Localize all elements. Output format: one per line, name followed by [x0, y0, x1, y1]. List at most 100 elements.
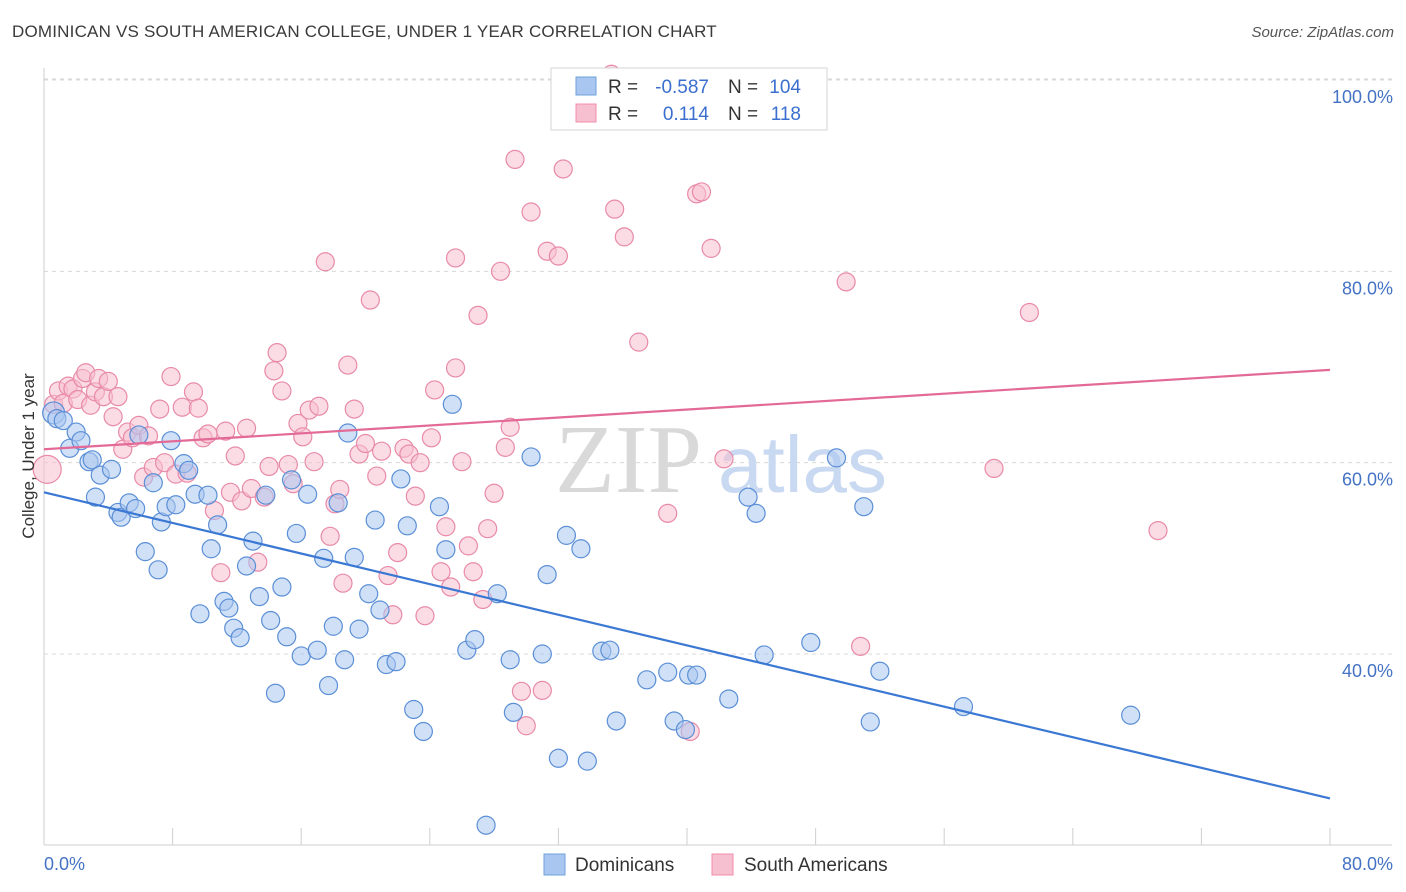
- south-americans-point: [500, 417, 520, 437]
- dominicans-point: [391, 469, 411, 489]
- dominicans-point: [801, 632, 821, 653]
- dominicans-point: [854, 497, 874, 517]
- south-americans-point: [1019, 302, 1039, 323]
- dominicans-trend-line: [43, 491, 1331, 800]
- dominicans-point: [166, 495, 186, 515]
- dominicans-point: [359, 584, 379, 604]
- south-americans-point: [532, 680, 552, 700]
- dominicans-point: [328, 493, 348, 513]
- dominicans-point: [476, 815, 496, 835]
- dominicans-point: [600, 640, 620, 660]
- south-americans-point: [355, 433, 376, 454]
- dominicans-point: [318, 675, 339, 696]
- dominicans-point: [179, 460, 199, 480]
- dominicans-point: [442, 394, 462, 414]
- dominicans-point: [286, 523, 306, 544]
- south-americans-point: [484, 483, 504, 503]
- south-americans-point: [478, 519, 498, 539]
- south-americans-point: [304, 452, 324, 472]
- dominicans-point: [413, 721, 433, 742]
- dominicans-point: [606, 711, 626, 731]
- legend-r-label: R =: [608, 77, 638, 98]
- south-americans-point: [714, 449, 734, 469]
- dominicans-point: [687, 665, 707, 685]
- y-tick-label: 60.0%: [1342, 470, 1393, 490]
- south-americans-point: [452, 452, 472, 472]
- south-americans-point: [183, 382, 204, 402]
- dominicans-point: [230, 628, 250, 648]
- dominicans-point: [746, 503, 766, 523]
- dominicans-point: [556, 525, 577, 545]
- south-americans-point: [211, 563, 231, 583]
- south-americans-point: [388, 542, 408, 563]
- dominicans-point: [85, 487, 106, 507]
- dominicans-point: [236, 556, 257, 576]
- south-americans-point: [333, 573, 353, 593]
- south-americans-point: [309, 396, 329, 416]
- south-americans-point: [264, 361, 284, 381]
- south-americans-point: [360, 290, 380, 310]
- dominicans-point: [335, 650, 355, 670]
- legend-n-value: 118: [771, 104, 801, 125]
- dominicans-point: [190, 604, 210, 624]
- south-americans-point: [505, 149, 525, 170]
- y-axis-title: College, Under 1 year: [19, 373, 38, 539]
- bottom-legend: Dominicans South Americans: [543, 853, 888, 876]
- dominicans-point: [870, 661, 890, 681]
- dominicans-point: [338, 423, 358, 443]
- legend-r-value: -0.587: [655, 77, 709, 98]
- legend: R = -0.587 N = 104 R = 0.114 N = 118: [550, 67, 828, 131]
- south-americans-point: [468, 305, 488, 325]
- x-tick-label: 80.0%: [1342, 854, 1393, 874]
- south-americans-point: [161, 366, 181, 387]
- dominicans-point: [548, 748, 569, 768]
- south-americans-point: [495, 437, 515, 457]
- south-americans-point: [103, 407, 123, 427]
- south-americans-point: [521, 202, 541, 222]
- dominicans-point: [537, 564, 557, 585]
- south-americans-point: [701, 238, 721, 258]
- south-americans-points: [32, 64, 1168, 742]
- south-americans-point: [1148, 520, 1168, 541]
- dominicans-point: [521, 447, 541, 467]
- south-americans-point: [272, 381, 292, 401]
- south-americans-point: [614, 227, 634, 247]
- trend-lines: [43, 368, 1331, 800]
- dominicans-point: [826, 448, 847, 468]
- south-americans-point: [851, 636, 871, 656]
- south-americans-point: [836, 272, 856, 292]
- dominicans-point: [129, 425, 149, 445]
- dominicans-point: [860, 712, 880, 732]
- dominicans-point: [148, 560, 168, 580]
- y-tick-label: 40.0%: [1342, 661, 1393, 681]
- dominicans-point: [658, 662, 678, 682]
- south-americans-point: [691, 182, 712, 202]
- south-americans-point: [463, 562, 483, 582]
- south-americans-point: [511, 681, 532, 701]
- legend-n-value: 104: [769, 77, 801, 98]
- south-americans-point: [315, 252, 335, 272]
- south-americans-point: [445, 358, 466, 378]
- dominicans-point: [577, 751, 597, 771]
- dominicans-point: [265, 683, 286, 703]
- south-americans-point: [236, 418, 257, 438]
- dominicans-point: [429, 497, 450, 517]
- dominicans-point: [272, 577, 292, 597]
- dominicans-point: [503, 702, 523, 722]
- y-tick-label: 80.0%: [1342, 278, 1393, 298]
- south-americans-point: [431, 562, 451, 582]
- south-americans-point: [658, 503, 678, 523]
- bottom-legend-swatch-south-americans: [711, 853, 734, 876]
- dominicans-point: [365, 510, 385, 530]
- dominicans-point: [323, 616, 343, 636]
- bottom-legend-swatch-dominicans: [543, 853, 566, 876]
- south-americans-point: [548, 246, 569, 266]
- south-americans-point: [984, 458, 1004, 479]
- south-americans-point: [425, 380, 445, 400]
- south-americans-point: [629, 332, 649, 352]
- dominicans-point: [82, 450, 102, 470]
- dominicans-point: [71, 431, 91, 451]
- dominicans-point: [370, 600, 390, 620]
- south-americans-point: [32, 454, 62, 484]
- dominicans-point: [532, 644, 552, 664]
